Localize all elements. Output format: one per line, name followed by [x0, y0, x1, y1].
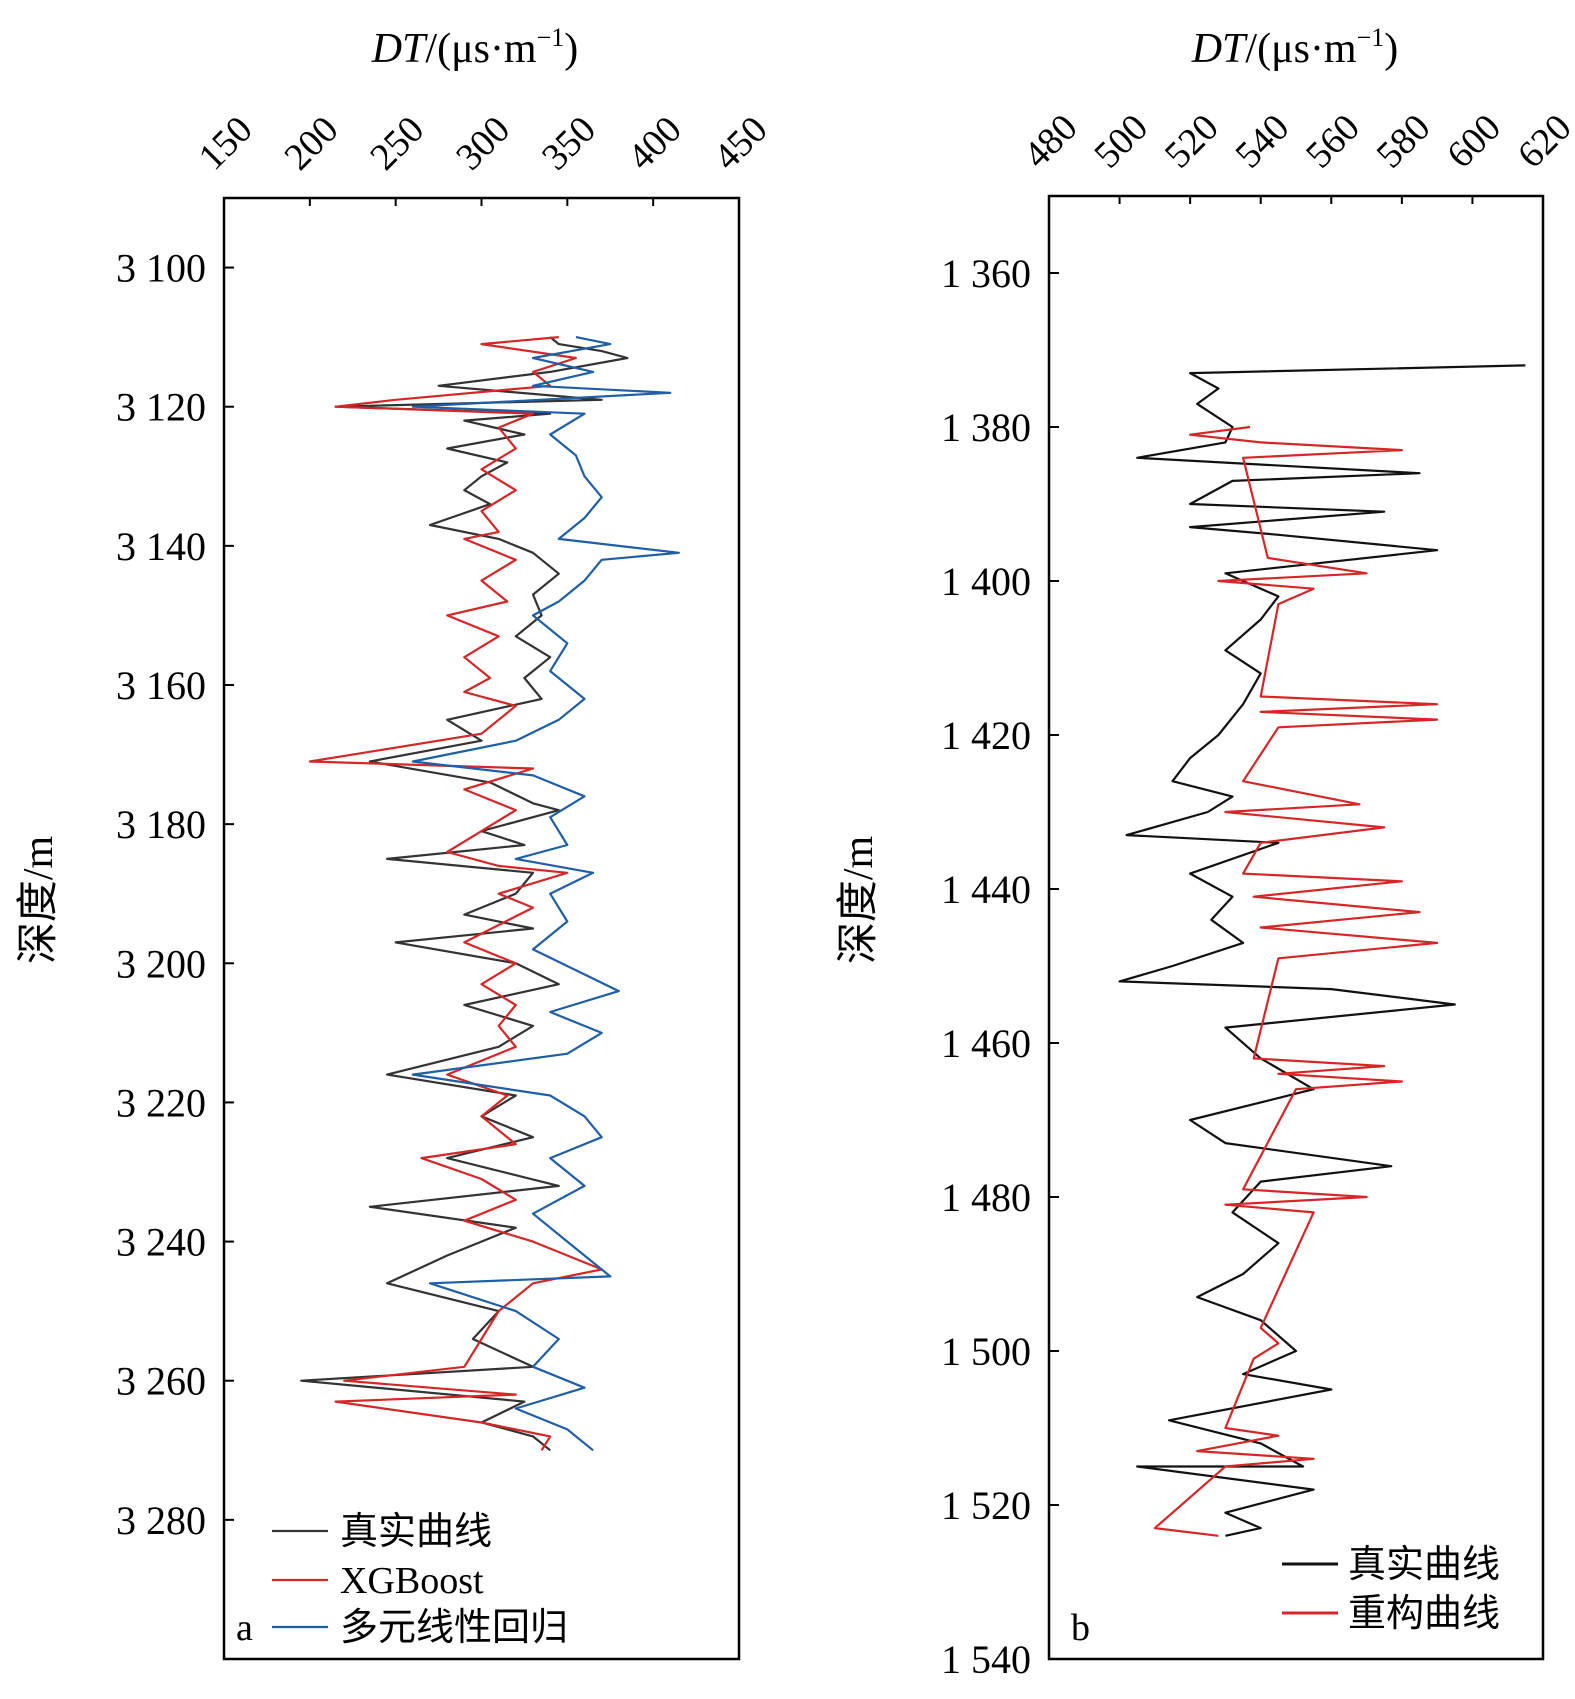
- panel-b-x-tick-label: 600: [1439, 106, 1509, 176]
- panel-a-letter: a: [236, 1607, 253, 1649]
- panel-a-y-tick-label: 3 240: [116, 1220, 206, 1265]
- panel-a-x-tick-label: 350: [534, 108, 604, 178]
- panel-b-x-title-sup: −1: [1357, 23, 1385, 52]
- panel-a-x-tick-label: 150: [191, 108, 261, 178]
- panel-b-y-tick-label: 1 380: [941, 405, 1031, 450]
- panel-b-x-tick-label: 480: [1016, 106, 1086, 176]
- panel-a-x-title-italic: DT: [371, 26, 428, 72]
- panel-b-y-tick-label: 1 520: [941, 1483, 1031, 1528]
- panel-b-y-tick-label: 1 460: [941, 1021, 1031, 1066]
- panel-b: DT/(μs·m−1) 480 500 520 540 560 580 600 620 1 3…: [836, 23, 1575, 1682]
- panel-b-x-title-close: ): [1384, 26, 1398, 72]
- panel-b-x-title-italic: DT: [1191, 26, 1248, 72]
- panel-a-x-axis-title: DT/(μs·m−1): [371, 23, 579, 72]
- panel-b-y-tick-label: 1 500: [941, 1329, 1031, 1374]
- panel-a-y-tick-label: 3 140: [116, 524, 206, 569]
- panel-b-x-tick-label: 620: [1510, 106, 1575, 176]
- panel-b-x-tick-label: 560: [1298, 106, 1368, 176]
- panel-b-y-tick-label: 1 480: [941, 1175, 1031, 1220]
- panel-a-x-title-close: ): [564, 26, 578, 72]
- panel-b-y-tick-label: 1 400: [941, 559, 1031, 604]
- panel-b-y-tick-label: 1 540: [941, 1637, 1031, 1682]
- panel-a-x-ticks: 150 200 250 300 350 400 450: [191, 108, 776, 206]
- panel-a-y-tick-label: 3 280: [116, 1498, 206, 1543]
- panel-b-y-axis-title: 深度/m: [836, 836, 882, 965]
- panel-a-x-tick-label: 200: [276, 108, 346, 178]
- panel-a-y-tick-label: 3 100: [116, 246, 206, 291]
- panel-a-y-tick-label: 3 260: [116, 1359, 206, 1404]
- panel-a-x-tick-label: 450: [706, 108, 776, 178]
- panel-a-x-title-rest: /(μs·m: [425, 26, 537, 72]
- panel-b-x-tick-label: 520: [1157, 106, 1227, 176]
- panel-a-y-tick-label: 3 120: [116, 385, 206, 430]
- panel-a-series-line-0: [300, 336, 629, 1452]
- panel-a-plot-frame: [222, 196, 741, 1661]
- legend-b-label-reconstructed: 重构曲线: [1348, 1593, 1500, 1635]
- legend-a-label-real: 真实曲线: [340, 1511, 492, 1553]
- panel-a-x-title-sup: −1: [537, 23, 565, 52]
- panel-a: DT/(μs·m−1) 150 200 250 300 350 400 450 3 1003…: [16, 23, 776, 1661]
- panel-a-y-ticks: 3 100 3 120 3 140 3 160 3 180 3 200 3 220 3 240…: [116, 246, 234, 1543]
- legend-a-label-mlr: 多元线性回归: [340, 1607, 568, 1649]
- panel-a-legend: 真实曲线 XGBoost 多元线性回归 a: [236, 1511, 568, 1649]
- panel-a-y-tick-label: 3 220: [116, 1080, 206, 1125]
- panel-b-plot-frame: [1047, 194, 1545, 1661]
- panel-a-series-line-2: [411, 336, 681, 1452]
- panel-a-x-tick-label: 300: [448, 108, 518, 178]
- panel-b-letter: b: [1071, 1607, 1090, 1649]
- panel-a-y-tick-label: 3 160: [116, 663, 206, 708]
- panel-b-y-tick-label: 1 440: [941, 867, 1031, 912]
- panel-b-y-tick-label: 1 360: [941, 251, 1031, 296]
- panel-b-x-axis-title: DT/(μs·m−1): [1191, 23, 1399, 72]
- panel-b-series-line-1: [1153, 425, 1439, 1537]
- legend-a-label-xgboost: XGBoost: [340, 1560, 484, 1602]
- legend-b-label-real: 真实曲线: [1348, 1544, 1500, 1586]
- panel-b-x-title-rest: /(μs·m: [1245, 26, 1357, 72]
- panel-b-y-ticks: 1 360 1 380 1 400 1 420 1 440 1 460 1 480 1 500…: [941, 251, 1059, 1682]
- panel-b-y-tick-label: 1 420: [941, 713, 1031, 758]
- panel-a-y-axis-title: 深度/m: [16, 836, 62, 965]
- panel-b-x-tick-label: 500: [1086, 106, 1156, 176]
- panel-a-y-tick-label: 3 200: [116, 941, 206, 986]
- panel-a-series: [300, 336, 681, 1452]
- panel-b-x-ticks: 480 500 520 540 560 580 600 620: [1016, 106, 1575, 204]
- panel-b-x-tick-label: 540: [1227, 106, 1297, 176]
- panel-a-x-tick-label: 250: [362, 108, 432, 178]
- panel-b-series: [1118, 364, 1526, 1537]
- panel-b-legend: 真实曲线 重构曲线 b: [1071, 1544, 1500, 1649]
- panel-b-x-tick-label: 580: [1369, 106, 1439, 176]
- panel-a-y-tick-label: 3 180: [116, 802, 206, 847]
- panel-b-series-line-0: [1118, 364, 1526, 1537]
- panel-a-x-tick-label: 400: [620, 108, 690, 178]
